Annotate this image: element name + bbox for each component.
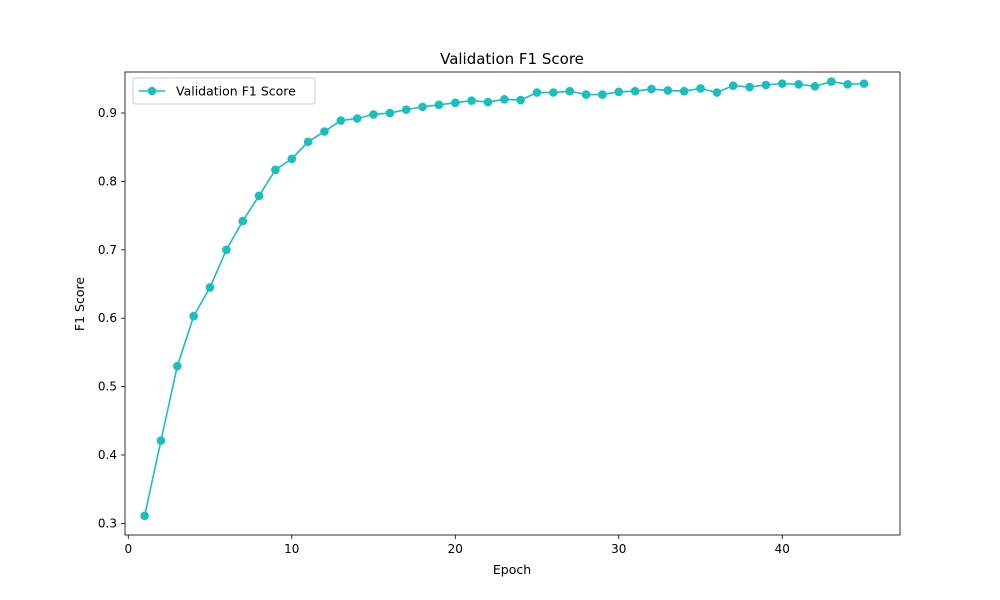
y-tick-label: 0.7 [98,243,117,257]
data-point [761,80,771,90]
data-point [336,116,346,125]
data-point [271,165,280,175]
data-point [450,98,460,108]
data-point [352,114,362,123]
data-point [679,86,689,96]
legend-label: Validation F1 Score [176,84,296,99]
x-tick-label: 10 [284,542,299,556]
series-line [143,80,865,517]
data-point [728,81,738,90]
x-tick-label: 0 [124,542,132,556]
y-tick-label: 0.3 [98,516,117,530]
data-point [254,191,264,201]
data-point [549,88,558,97]
data-point [777,79,787,88]
data-point [173,361,182,371]
data-point [598,90,607,99]
data-point [581,90,591,99]
data-point [614,87,624,97]
data-point [647,84,656,94]
legend-marker [147,86,157,96]
y-tick-label: 0.6 [98,311,117,325]
data-point [794,80,803,89]
data-point [238,216,248,226]
data-point [827,77,836,86]
data-point [810,82,820,91]
y-tick-label: 0.8 [98,174,117,188]
legend-box [132,77,316,105]
data-point [320,127,329,136]
x-tick-label: 40 [775,542,790,556]
data-point [369,110,378,119]
data-point [418,102,427,112]
axes-frame [124,71,901,536]
data-point [712,88,722,97]
data-point [843,80,852,89]
data-point [303,137,313,147]
data-point [516,95,525,105]
data-point [483,97,493,107]
y-axis-label: F1 Score [72,277,87,331]
y-tick-label: 0.5 [98,380,117,394]
data-point [434,100,444,110]
data-point [287,154,297,164]
data-point [696,84,705,93]
data-point [205,283,215,292]
x-tick-label: 20 [448,542,463,556]
plot-area: 0 10 20 30 40 0.3 0.4 0.5 0.6 0.7 0.8 0.9 Validation… [98,71,901,556]
data-point [500,95,509,104]
data-point [663,86,673,95]
data-point [385,108,395,118]
data-point [401,105,411,114]
data-point [189,311,198,321]
data-point [532,88,542,97]
data-point [630,86,640,96]
x-tick-label: 30 [611,542,626,556]
chart-title: Validation F1 Score [440,50,584,68]
data-point [467,96,476,106]
data-point [222,245,231,255]
data-point [745,82,754,92]
data-point [859,79,869,88]
data-point [140,511,149,521]
y-tick-label: 0.9 [98,106,117,120]
data-point [565,86,575,96]
data-point [156,436,166,445]
y-tick-label: 0.4 [98,448,117,462]
x-axis-label: Epoch [493,562,531,577]
